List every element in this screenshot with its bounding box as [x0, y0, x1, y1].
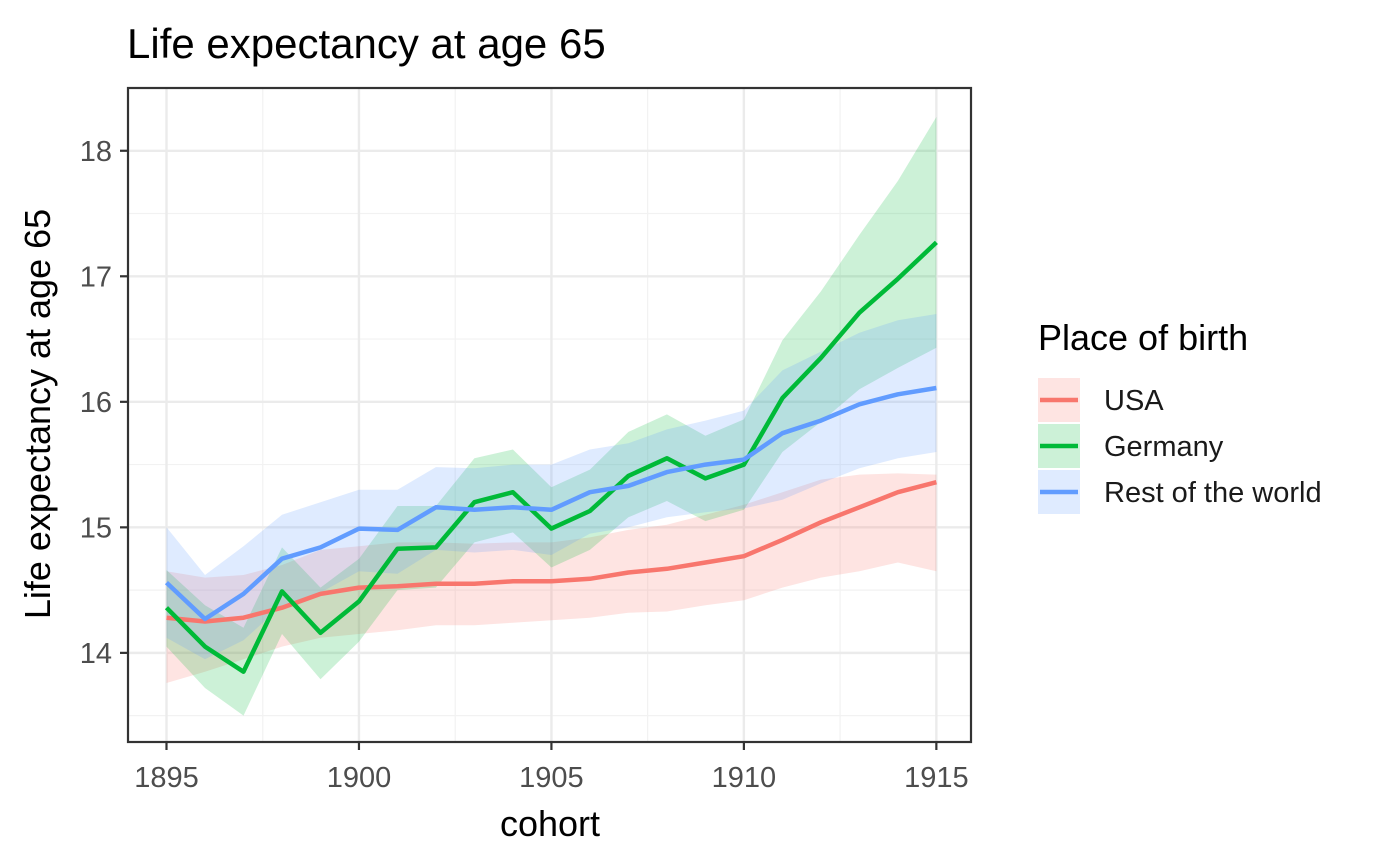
x-tick-label: 1905 [519, 762, 584, 794]
y-axis-title: Life expectancy at age 65 [17, 209, 58, 619]
x-tick-label: 1915 [904, 762, 969, 794]
ribbon-rest-of-the-world [166, 314, 937, 660]
series-line-rest-of-the-world [164, 385, 937, 622]
ribbon-germany [166, 116, 937, 716]
legend-rest-of-the-world-label: Rest of the world [1104, 477, 1322, 509]
y-tick-label: 18 [80, 136, 112, 168]
panel-border [126, 86, 973, 744]
x-tick-label: 1895 [134, 762, 199, 794]
ribbon-usa [166, 473, 937, 683]
legend: Place of birth USA Germany Rest of the wor… [1038, 317, 1322, 514]
series-line-germany [164, 240, 938, 674]
y-tick-label: 16 [80, 387, 112, 419]
x-tick-label: 1910 [712, 762, 777, 794]
y-tick-label: 17 [80, 261, 112, 293]
plot-panel [126, 86, 973, 744]
x-axis-title: cohort [500, 803, 600, 844]
y-tick-label: 14 [80, 638, 112, 670]
legend-germany-label: Germany [1104, 431, 1224, 463]
y-tick-label: 15 [80, 512, 112, 544]
legend-usa-label: USA [1104, 385, 1164, 417]
x-tick-label: 1900 [327, 762, 392, 794]
chart-title: Life expectancy at age 65 [127, 20, 606, 67]
legend-title: Place of birth [1038, 317, 1248, 358]
